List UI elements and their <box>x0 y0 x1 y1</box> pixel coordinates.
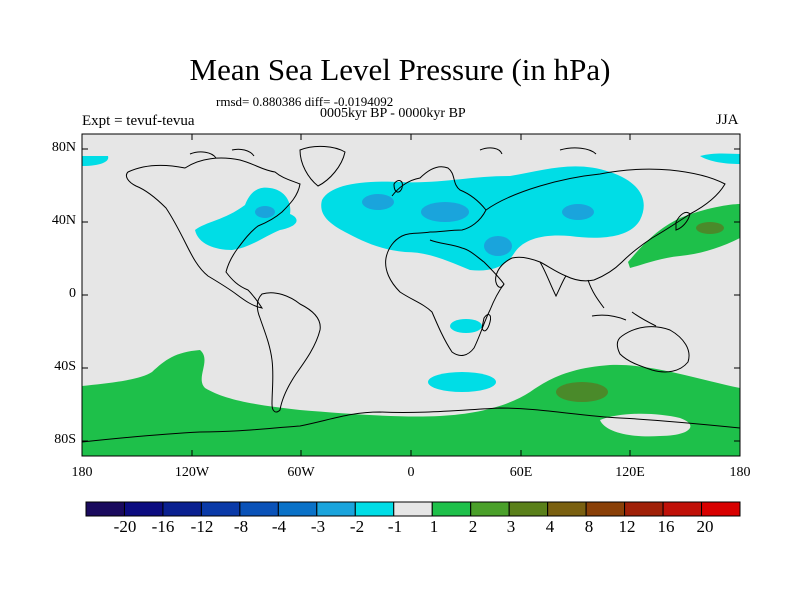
colorbar-box <box>393 501 433 517</box>
y-tick-label: 40N <box>51 213 76 228</box>
colorbar-label: -16 <box>151 517 175 536</box>
y-axis-ticks <box>82 148 740 442</box>
colorbar-label: 2 <box>468 517 478 536</box>
period-subtitle: 0005kyr BP - 0000kyr BP <box>320 106 466 121</box>
y-tick-label: 0 <box>69 286 76 301</box>
x-tick-label: 120E <box>615 465 645 480</box>
y-tick-label: 80S <box>54 432 76 447</box>
colorbar-label: -2 <box>349 517 365 536</box>
coastline-north-america <box>125 157 301 309</box>
northwest-pacific-positive-region <box>628 204 740 268</box>
season-label: JJA <box>716 112 739 128</box>
colorbar-box <box>624 501 664 517</box>
x-tick-label: 0 <box>407 465 415 480</box>
colorbar-label: -4 <box>271 517 287 536</box>
negative-core-north-america <box>255 206 275 218</box>
colorbar-box <box>547 501 587 517</box>
coastline-arctic-islands <box>189 147 597 159</box>
colorbar-box <box>239 501 279 517</box>
southern-ocean-positive-region <box>82 350 740 456</box>
colorbar-box <box>508 501 549 517</box>
colorbar-label: -12 <box>190 517 214 536</box>
stats-text: rmsd= 0.880386 diff= -0.0194092 <box>216 94 394 109</box>
negative-core-middle-east <box>484 236 512 256</box>
colorbar-box <box>316 501 356 517</box>
colorbar-label: 20 <box>696 517 714 536</box>
coastline-japan <box>675 211 691 231</box>
colorbar-box <box>162 501 202 517</box>
colorbar-label: 16 <box>657 517 675 536</box>
coastlines <box>82 145 740 443</box>
colorbar-label: -1 <box>387 517 403 536</box>
arctic-negative-region-west <box>82 156 109 166</box>
colorbar-label: -20 <box>113 517 137 536</box>
coastline-southeast-asia <box>587 279 657 327</box>
x-tick-label: 180 <box>71 465 93 480</box>
colorbar-label: 1 <box>429 517 439 536</box>
south-atlantic-negative-region <box>428 372 496 392</box>
colorbar-box <box>123 501 164 517</box>
eurasia-negative-region <box>321 166 644 271</box>
x-axis-ticks <box>81 134 741 456</box>
x-tick-label: 60E <box>509 465 533 480</box>
y-tick-label: 40S <box>54 359 76 374</box>
colorbar-label: -3 <box>310 517 326 536</box>
coastline-greenland <box>299 145 346 187</box>
coastline-india <box>539 261 567 298</box>
positive-core-pacific <box>696 222 724 234</box>
negative-core-central-asia <box>562 204 594 220</box>
map-title: Mean Sea Level Pressure (in hPa) <box>189 52 611 87</box>
coastline-british-isles <box>393 180 403 193</box>
colorbar-label: -8 <box>233 517 249 536</box>
x-tick-label: 120W <box>174 465 210 480</box>
colorbar-box <box>354 501 395 517</box>
coastline-antarctica <box>82 407 740 443</box>
colorbar-box <box>585 501 626 517</box>
positive-core-south <box>556 382 608 402</box>
x-tick-label: 180 <box>729 465 751 480</box>
neutral-patch-south-indian <box>600 413 691 437</box>
colorbar-box <box>85 501 125 517</box>
negative-core-west-europe <box>362 194 394 210</box>
coastline-madagascar <box>481 314 491 332</box>
colorbar-box <box>470 501 510 517</box>
colorbar-box <box>701 501 741 517</box>
colorbar-label: 12 <box>618 517 636 536</box>
negative-core-europe <box>421 202 469 222</box>
coastline-asia <box>485 168 726 288</box>
arctic-negative-region-east <box>700 153 740 164</box>
coastline-australia <box>616 326 690 373</box>
north-america-negative-region <box>195 187 297 250</box>
colorbar-box <box>200 501 241 517</box>
map-field <box>82 134 740 456</box>
colorbar-box <box>277 501 318 517</box>
colorbar-box <box>431 501 472 517</box>
southern-africa-negative-region <box>450 319 482 333</box>
y-tick-label: 80N <box>51 140 76 155</box>
colorbar-label: 4 <box>545 517 555 536</box>
coastline-europe-africa <box>385 166 505 356</box>
colorbar-box <box>662 501 703 517</box>
colorbar-label: 8 <box>584 517 594 536</box>
coastline-south-america <box>256 292 321 413</box>
experiment-label: Expt = tevuf-tevua <box>82 113 195 129</box>
x-tick-label: 60W <box>287 465 315 480</box>
colorbar <box>85 501 741 517</box>
colorbar-label: 3 <box>506 517 516 536</box>
